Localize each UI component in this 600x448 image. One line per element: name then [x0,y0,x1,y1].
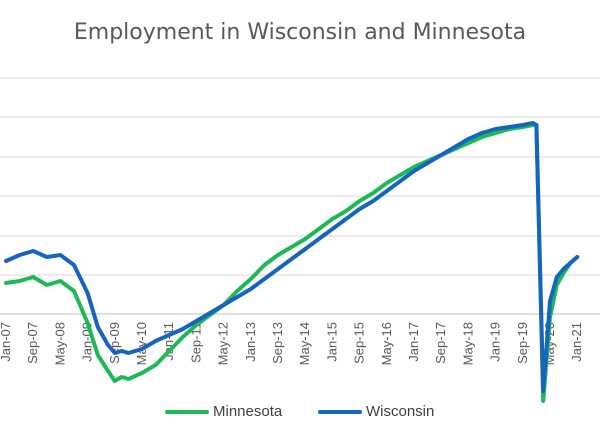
x-tick-label: Jan-15 [324,322,339,362]
x-tick-label: May-14 [297,322,312,365]
legend-swatch-wisconsin [318,409,362,414]
x-tick-label: Sep-17 [433,322,448,364]
chart-title: Employment in Wisconsin and Minnesota [73,20,527,45]
x-tick-label: May-08 [52,322,67,365]
x-tick-label: May-12 [216,322,231,365]
x-tick-label: Jan-21 [569,322,584,362]
legend-label-minnesota: Minnesota [213,403,283,420]
x-tick-label: Sep-15 [352,322,367,364]
legend-item-minnesota: Minnesota [165,403,282,420]
legend-label-wisconsin: Wisconsin [366,403,435,420]
x-tick-label: May-18 [460,322,475,365]
x-tick-label: Jan-07 [0,322,13,362]
x-tick-label: Sep-11 [188,322,203,363]
x-tick-label: Sep-19 [515,322,530,364]
chart-legend: Minnesota Wisconsin [0,403,600,425]
x-tick-label: Jan-17 [406,322,421,362]
x-tick-label: Jan-19 [488,322,503,362]
x-tick-label: Jan-13 [243,322,258,362]
x-tick-label: Sep-07 [25,322,40,364]
x-tick-label: May-16 [379,322,394,365]
series-line-wisconsin [4,121,580,393]
legend-item-wisconsin: Wisconsin [318,403,434,420]
x-tick-label: May-10 [134,322,149,365]
legend-swatch-minnesota [165,409,209,414]
x-tick-label: Sep-13 [270,322,285,364]
